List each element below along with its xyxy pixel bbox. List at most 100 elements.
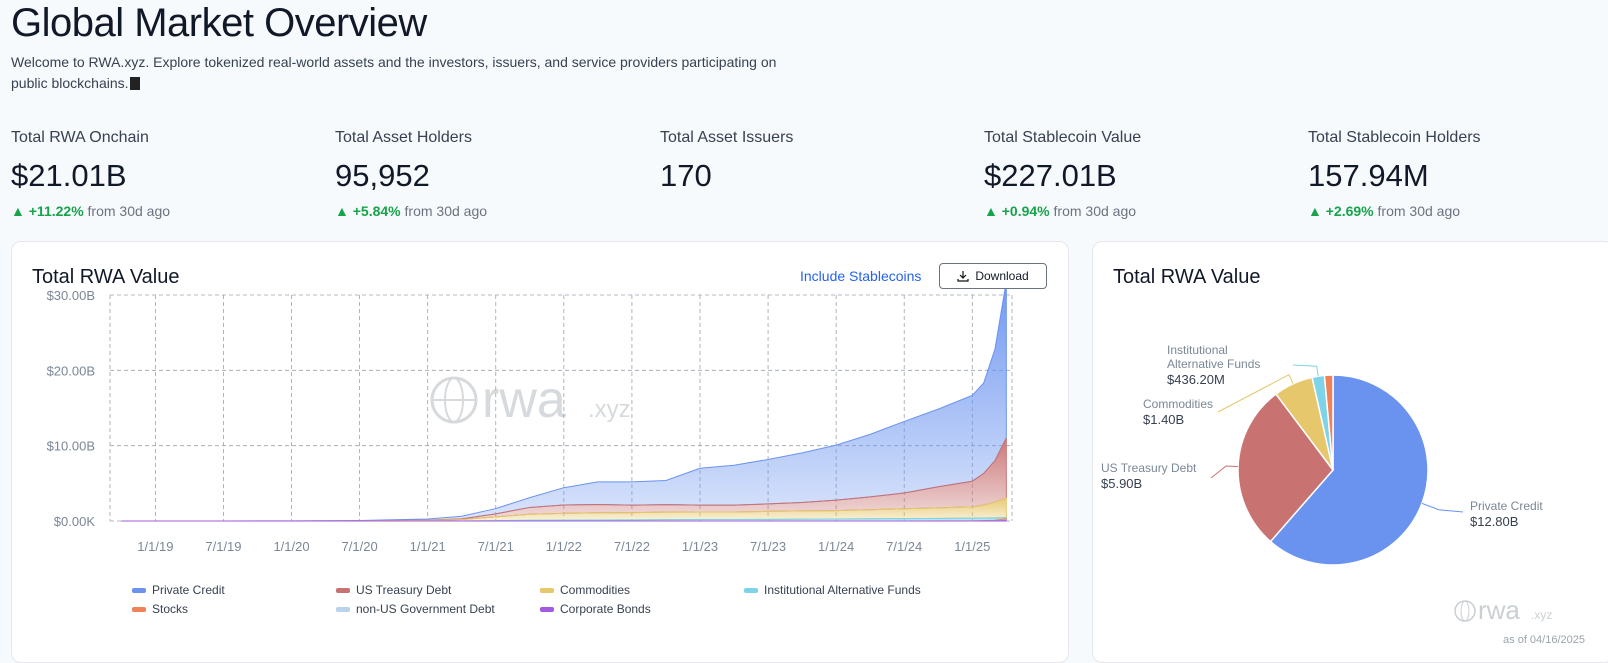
globe-meridian xyxy=(1461,601,1469,621)
area-chart-card: $30.00B $20.00B $10.00B $0.00K 1/1/19 7/1/19 1… xyxy=(11,241,1069,663)
stat-change: ▲ +0.94% from 30d ago xyxy=(984,202,1284,220)
stat-change-suffix: from 30d ago xyxy=(405,203,488,219)
callout-line xyxy=(1293,365,1318,376)
stat-change-value: +11.22% xyxy=(29,203,84,219)
stat-value: 170 xyxy=(660,158,960,194)
stat-change-value: +2.69% xyxy=(1326,203,1374,219)
stat-label: Total RWA Onchain xyxy=(11,128,311,148)
watermark-logo: rwa .xyz xyxy=(432,371,631,429)
slice-label: Institutional xyxy=(1167,343,1228,357)
legend-swatch xyxy=(336,607,350,612)
x-tick-label: 1/1/19 xyxy=(137,539,173,554)
globe-icon xyxy=(1455,601,1475,621)
legend-swatch xyxy=(132,588,146,593)
legend-label: Commodities xyxy=(560,583,630,597)
stat-total-rwa-onchain: Total RWA Onchain $21.01B ▲ +11.22% from… xyxy=(11,128,311,220)
legend-item[interactable]: US Treasury Debt xyxy=(336,583,451,597)
watermark-text: rwa xyxy=(1478,595,1520,625)
download-icon xyxy=(957,270,969,282)
x-tick-label: 7/1/23 xyxy=(750,539,786,554)
watermark-logo: rwa .xyz xyxy=(1455,595,1552,625)
stat-change-value: +0.94% xyxy=(1002,203,1050,219)
legend-item[interactable]: Commodities xyxy=(540,583,630,597)
stat-value: $21.01B xyxy=(11,158,311,194)
stat-total-asset-holders: Total Asset Holders 95,952 ▲ +5.84% from… xyxy=(335,128,635,220)
stats-row: Total RWA Onchain $21.01B ▲ +11.22% from… xyxy=(11,128,1607,218)
y-tick-label: $10.00B xyxy=(47,439,95,454)
stat-change: ▲ +2.69% from 30d ago xyxy=(1308,202,1608,220)
intro-text: Welcome to RWA.xyz. Explore tokenized re… xyxy=(11,52,781,94)
pie-chart-title: Total RWA Value xyxy=(1113,266,1260,289)
x-tick-label: 7/1/21 xyxy=(478,539,514,554)
x-tick-label: 1/1/24 xyxy=(818,539,854,554)
legend-item[interactable]: non-US Government Debt xyxy=(336,602,495,616)
intro-copy: Welcome to RWA.xyz. Explore tokenized re… xyxy=(11,54,776,91)
download-button[interactable]: Download xyxy=(939,263,1047,289)
as-of-date: as of 04/16/2025 xyxy=(1503,634,1585,646)
pie-chart-card: Private Credit$12.80B US Treasury Debt$5.… xyxy=(1092,241,1608,663)
x-tick-label: 1/1/21 xyxy=(410,539,446,554)
legend-item[interactable]: Corporate Bonds xyxy=(540,602,651,616)
stat-value: 95,952 xyxy=(335,158,635,194)
x-tick-label: 7/1/24 xyxy=(886,539,922,554)
watermark-suffix: .xyz xyxy=(1531,608,1552,622)
stat-total-stablecoin-holders: Total Stablecoin Holders 157.94M ▲ +2.69… xyxy=(1308,128,1608,220)
legend-label: Stocks xyxy=(152,602,188,616)
callout-line xyxy=(1422,503,1463,512)
stat-change-suffix: from 30d ago xyxy=(88,203,171,219)
slice-value: $5.90B xyxy=(1101,476,1142,491)
legend-label: Institutional Alternative Funds xyxy=(764,583,921,597)
x-tick-label: 1/1/22 xyxy=(546,539,582,554)
stat-value: $227.01B xyxy=(984,158,1284,194)
slice-value: $436.20M xyxy=(1167,372,1225,387)
area-chart: $30.00B $20.00B $10.00B $0.00K 1/1/19 7/1/19 1… xyxy=(12,242,1068,662)
slice-value: $1.40B xyxy=(1143,412,1184,427)
stat-label: Total Stablecoin Value xyxy=(984,128,1284,148)
include-stablecoins-toggle[interactable]: Include Stablecoins xyxy=(800,268,921,284)
slice-label: Alternative Funds xyxy=(1167,357,1260,371)
legend-label: non-US Government Debt xyxy=(356,602,495,616)
stat-label: Total Stablecoin Holders xyxy=(1308,128,1608,148)
watermark-text: rwa xyxy=(482,371,566,429)
x-tick-label: 1/1/23 xyxy=(682,539,718,554)
up-arrow-icon: ▲ xyxy=(984,203,1002,219)
area-chart-title: Total RWA Value xyxy=(32,266,179,289)
x-tick-label: 1/1/20 xyxy=(273,539,309,554)
stat-change: ▲ +11.22% from 30d ago xyxy=(11,202,311,220)
x-tick-label: 7/1/20 xyxy=(342,539,378,554)
slice-label: US Treasury Debt xyxy=(1101,461,1197,475)
up-arrow-icon: ▲ xyxy=(1308,203,1326,219)
stat-label: Total Asset Holders xyxy=(335,128,635,148)
legend-label: Corporate Bonds xyxy=(560,602,651,616)
y-tick-label: $0.00K xyxy=(54,514,96,529)
stat-change-suffix: from 30d ago xyxy=(1378,203,1461,219)
legend-swatch xyxy=(540,588,554,593)
legend-label: US Treasury Debt xyxy=(356,583,451,597)
slice-label: Private Credit xyxy=(1470,499,1543,513)
watermark-suffix: .xyz xyxy=(588,396,631,423)
slice-value: $12.80B xyxy=(1470,514,1518,529)
stat-value: 157.94M xyxy=(1308,158,1608,194)
page-title: Global Market Overview xyxy=(11,0,427,46)
legend-item[interactable]: Stocks xyxy=(132,602,188,616)
stat-total-asset-issuers: Total Asset Issuers 170 xyxy=(660,128,960,194)
download-label: Download xyxy=(975,269,1028,283)
pie-chart: Private Credit$12.80B US Treasury Debt$5.… xyxy=(1093,242,1608,662)
stat-change: ▲ +5.84% from 30d ago xyxy=(335,202,635,220)
x-tick-label: 7/1/22 xyxy=(614,539,650,554)
x-tick-label: 7/1/19 xyxy=(205,539,241,554)
y-tick-label: $30.00B xyxy=(47,288,95,303)
stat-change-suffix: from 30d ago xyxy=(1054,203,1137,219)
slice-label: Commodities xyxy=(1143,397,1213,411)
y-tick-label: $20.00B xyxy=(47,363,95,378)
up-arrow-icon: ▲ xyxy=(11,203,29,219)
legend-swatch xyxy=(336,588,350,593)
legend-item[interactable]: Institutional Alternative Funds xyxy=(744,583,921,597)
legend-swatch xyxy=(540,607,554,612)
legend-swatch xyxy=(132,607,146,612)
stat-total-stablecoin-value: Total Stablecoin Value $227.01B ▲ +0.94%… xyxy=(984,128,1284,220)
legend-label: Private Credit xyxy=(152,583,225,597)
legend-item[interactable]: Private Credit xyxy=(132,583,225,597)
stat-label: Total Asset Issuers xyxy=(660,128,960,148)
x-tick-label: 1/1/25 xyxy=(954,539,990,554)
